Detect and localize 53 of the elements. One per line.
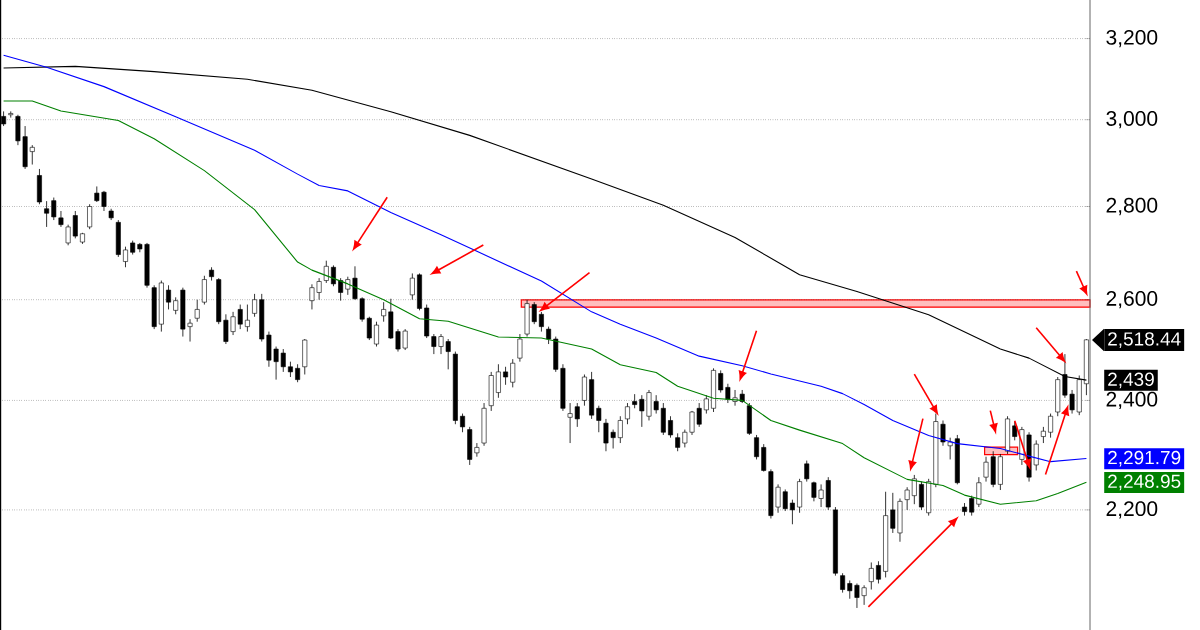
candlestick <box>1048 413 1054 439</box>
candlestick <box>804 460 810 483</box>
candlestick <box>331 264 336 287</box>
y-tick-label: 3,000 <box>1106 111 1158 129</box>
candlestick <box>123 246 128 268</box>
candlestick <box>632 393 638 409</box>
candlestick <box>718 369 724 393</box>
candlestick <box>703 394 709 414</box>
candlestick <box>625 402 630 425</box>
candlestick <box>581 374 587 407</box>
candlestick <box>789 499 795 525</box>
candlestick <box>911 474 917 505</box>
candlestick <box>460 413 465 433</box>
candlestick <box>517 333 523 363</box>
candlestick <box>660 402 666 436</box>
candlestick <box>495 363 501 399</box>
text: 2,248.95 <box>1108 474 1181 491</box>
candlestick <box>8 110 14 118</box>
candlestick <box>409 273 415 301</box>
candlestick <box>538 311 544 332</box>
y-tick-label: 2,800 <box>1106 197 1158 216</box>
y-tick-label: 2,600 <box>1106 291 1158 309</box>
candlestick <box>323 260 329 284</box>
candlestick <box>668 415 673 439</box>
candlestick <box>87 203 93 230</box>
y-tick-label: 3,200 <box>1106 29 1158 48</box>
candlestick <box>374 321 379 347</box>
candlestick <box>840 572 846 594</box>
candlestick <box>510 358 516 388</box>
candlestick <box>201 275 207 305</box>
candlestick <box>596 405 602 433</box>
text: 2,439 <box>1108 372 1154 389</box>
candlestick <box>166 284 171 310</box>
candlestick <box>876 560 881 584</box>
candlestick <box>919 481 924 511</box>
candlestick <box>754 434 759 460</box>
text: 2,518.44 <box>1108 332 1181 348</box>
candlestick <box>252 293 258 318</box>
candlestick <box>338 277 344 302</box>
y-tick-label: 2,200 <box>1106 501 1158 519</box>
candlestick <box>366 316 372 341</box>
candlestick <box>194 299 200 323</box>
candlestick <box>381 301 387 323</box>
candlestick <box>761 443 767 472</box>
candlestick <box>976 476 982 508</box>
text: 2,291.79 <box>1108 450 1181 467</box>
candlestick <box>868 562 874 590</box>
line-series <box>3 100 1087 505</box>
candlestick <box>904 486 910 511</box>
y-tick-label: 2,400 <box>1106 391 1158 410</box>
candlestick <box>44 200 50 228</box>
candlestick <box>503 366 509 386</box>
candlestick <box>244 304 250 332</box>
